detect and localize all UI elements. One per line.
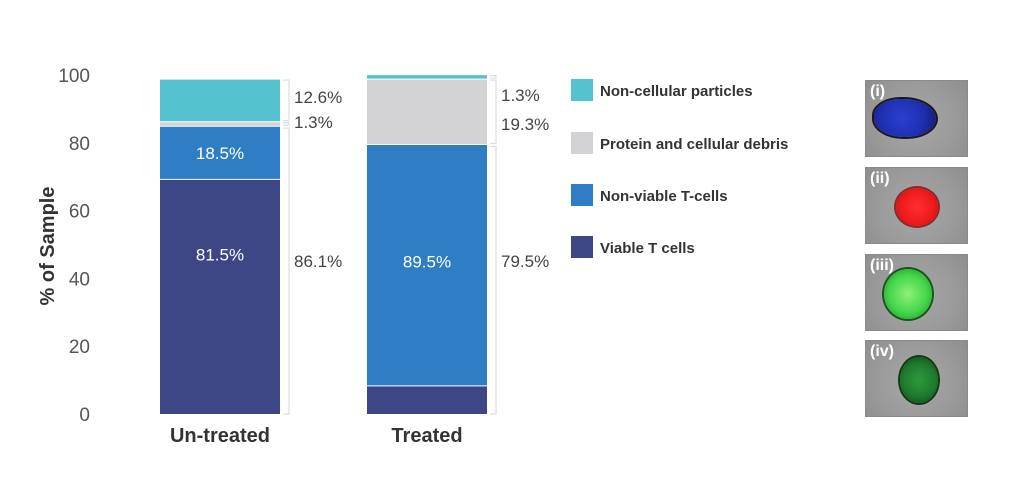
legend-swatch bbox=[571, 79, 593, 101]
micrograph-panel-ii: (ii) bbox=[865, 167, 968, 244]
bracket bbox=[283, 79, 290, 122]
segment-value-label: 18.5% bbox=[196, 144, 244, 163]
bracket-value-label: 12.6% bbox=[294, 88, 342, 107]
legend-swatch bbox=[571, 236, 593, 258]
legend-swatch bbox=[571, 132, 593, 154]
bar-segment bbox=[367, 144, 487, 386]
category-label: Treated bbox=[391, 425, 462, 447]
blue-stained-cell bbox=[874, 99, 936, 137]
y-tick-label: 20 bbox=[69, 337, 90, 358]
legend-label: Viable T cells bbox=[600, 240, 695, 257]
micrograph-panel-i: (i) bbox=[865, 80, 968, 157]
category-label: Un-treated bbox=[170, 425, 270, 447]
micrograph-label: (ii) bbox=[870, 170, 890, 187]
y-tick-label: 100 bbox=[58, 66, 90, 87]
bar-segment bbox=[160, 79, 280, 122]
y-tick-label: 0 bbox=[79, 405, 90, 426]
micrograph-panel-iv: (iv) bbox=[865, 340, 968, 417]
bar-segment bbox=[367, 385, 487, 414]
y-tick-label: 80 bbox=[69, 134, 90, 155]
bar-segment bbox=[160, 179, 280, 414]
red-stained-cell bbox=[896, 188, 938, 226]
legend-label: Non-cellular particles bbox=[600, 83, 753, 100]
bracket bbox=[490, 79, 497, 145]
bracket-value-label: 19.3% bbox=[501, 115, 549, 134]
legend-swatch bbox=[571, 184, 593, 206]
micrograph-label: (i) bbox=[870, 83, 886, 100]
bar-segment bbox=[367, 74, 487, 80]
bar-segment bbox=[367, 79, 487, 145]
bar-segment bbox=[160, 121, 280, 127]
segment-value-label: 81.5% bbox=[196, 246, 244, 265]
bracket bbox=[283, 122, 290, 126]
bracket-value-label: 1.3% bbox=[294, 113, 333, 132]
bracket bbox=[283, 127, 290, 415]
legend-label: Non-viable T-cells bbox=[600, 188, 728, 205]
dark-green-stained-cell bbox=[900, 357, 938, 403]
y-tick-label: 40 bbox=[69, 269, 90, 290]
bracket-value-label: 79.5% bbox=[501, 252, 549, 271]
bracket-value-label: 1.3% bbox=[501, 86, 540, 105]
bar-segment bbox=[160, 126, 280, 180]
bracket-value-label: 86.1% bbox=[294, 252, 342, 271]
micrograph-label: (iv) bbox=[870, 343, 894, 360]
micrograph-panel-iii: (iii) bbox=[865, 254, 968, 331]
bracket bbox=[490, 145, 497, 415]
y-tick-label: 60 bbox=[69, 202, 90, 223]
green-stained-cell bbox=[884, 269, 932, 319]
y-axis-label: % of Sample bbox=[37, 187, 59, 306]
bracket bbox=[490, 75, 497, 79]
legend-label: Protein and cellular debris bbox=[600, 136, 788, 153]
micrograph-label: (iii) bbox=[870, 257, 894, 274]
segment-value-label: 89.5% bbox=[403, 252, 451, 271]
